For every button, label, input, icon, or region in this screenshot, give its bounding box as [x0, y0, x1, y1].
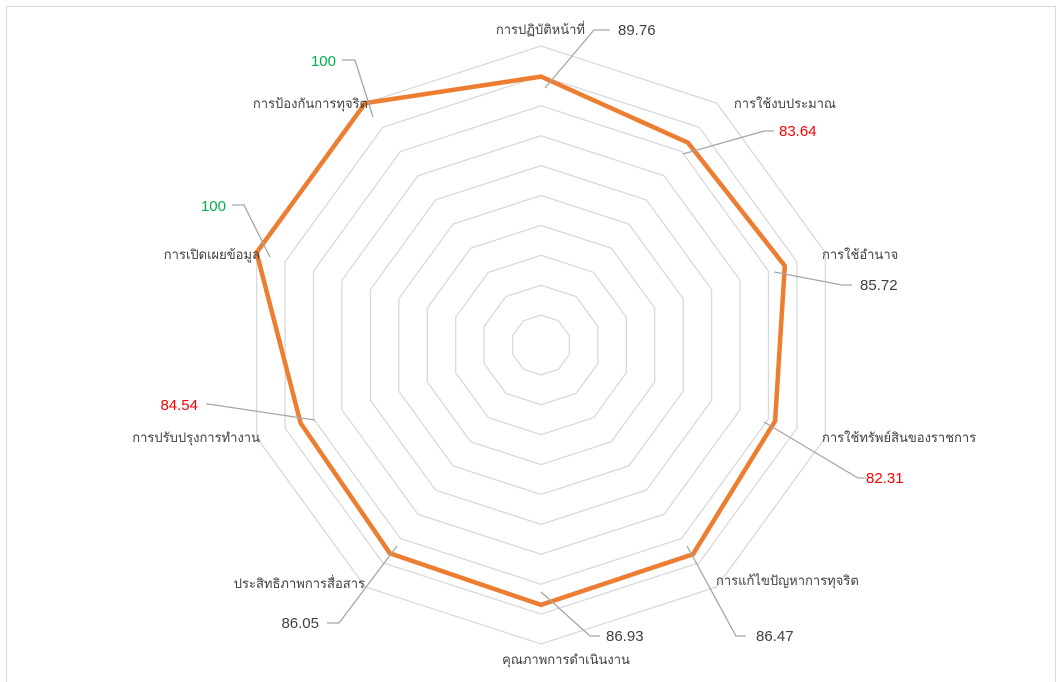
series-line — [254, 74, 788, 608]
leader-line — [682, 130, 774, 155]
grid-ring-9 — [284, 75, 798, 615]
category-label: การเปิดเผยข้อมูล — [164, 248, 260, 263]
leader-line — [327, 545, 398, 624]
category-label: การใช้อำนาจ — [822, 247, 898, 263]
data-label: 86.47 — [756, 628, 794, 645]
value-labels: 89.76 83.64 85.72 82.31 86.47 86.93 86.05 84.54… — [160, 22, 903, 645]
data-label: 84.54 — [160, 397, 198, 414]
leader-line — [206, 403, 316, 421]
grid-ring-4 — [426, 224, 656, 466]
grid-ring-8 — [312, 105, 770, 585]
leader-line — [763, 421, 866, 479]
grid-ring-2 — [483, 284, 599, 406]
data-label: 86.93 — [606, 628, 644, 645]
data-label: 85.72 — [860, 277, 898, 294]
category-label: การป้องกันการทุจริต — [253, 97, 368, 112]
chart-frame — [6, 6, 1056, 682]
category-labels: การปฏิบัติหน้าที่การใช้งบประมาณการใช้อำน… — [132, 21, 976, 668]
category-label: การแก้ไขปัญหาการทุจริต — [716, 573, 859, 589]
leader-line — [686, 545, 746, 637]
category-label: การปรับปรุงการทำงาน — [132, 431, 260, 446]
leader-line — [544, 29, 610, 89]
grid-ring-6 — [369, 164, 713, 526]
data-label: 100 — [311, 53, 336, 70]
leader-line — [232, 204, 271, 258]
data-label: 86.05 — [281, 615, 319, 632]
grid-ring-3 — [455, 254, 627, 436]
data-label: 100 — [201, 198, 226, 215]
radar-grid — [255, 45, 827, 645]
grid-ring-5 — [398, 194, 684, 496]
leader-line — [540, 591, 600, 637]
category-label: คุณภาพการดำเนินงาน — [502, 653, 630, 668]
data-label: 82.31 — [866, 470, 904, 487]
grid-ring-1 — [511, 314, 571, 376]
category-label: การใช้ทรัพย์สินของราชการ — [822, 430, 976, 446]
category-label: ประสิทธิภาพการสื่อสาร — [234, 575, 365, 592]
leader-lines — [206, 29, 866, 637]
data-label: 83.64 — [779, 123, 817, 140]
data-label: 89.76 — [618, 22, 656, 39]
category-label: การปฏิบัติหน้าที่ — [496, 21, 585, 38]
grid-ring-7 — [341, 135, 741, 555]
leader-line — [342, 59, 374, 118]
leader-line — [773, 271, 852, 286]
category-label: การใช้งบประมาณ — [734, 96, 836, 112]
